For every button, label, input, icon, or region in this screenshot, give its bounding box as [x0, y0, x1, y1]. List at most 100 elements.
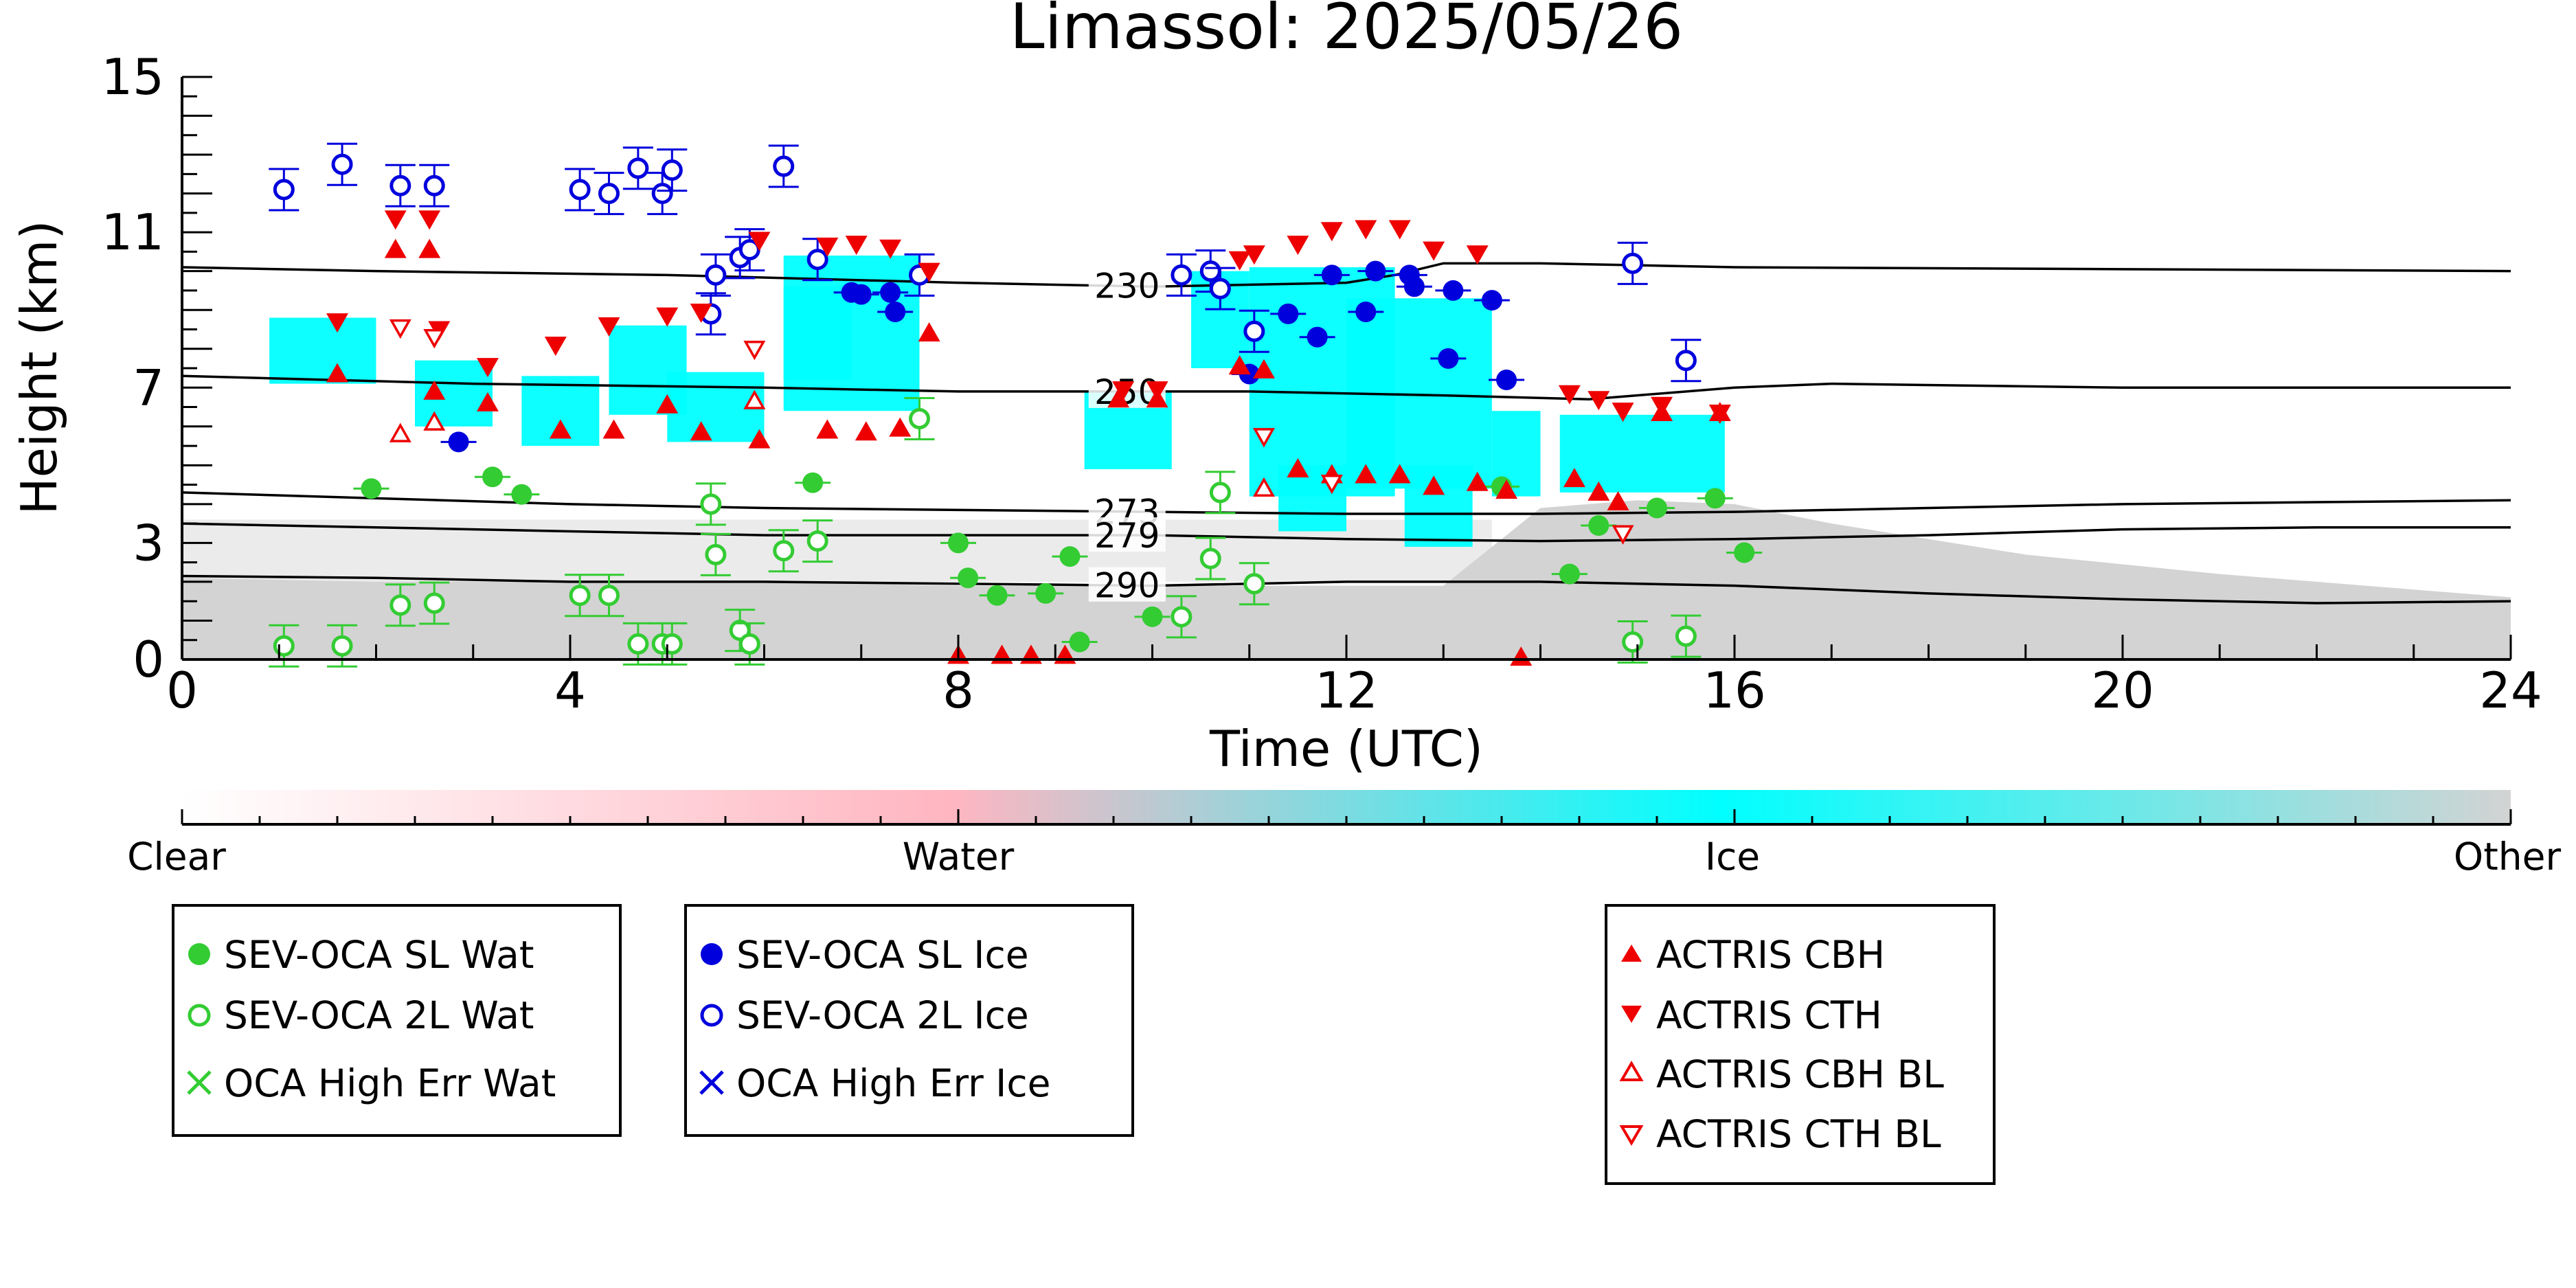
point-actris-cth [816, 237, 839, 257]
point-sev-oca-sl-wat [1559, 563, 1580, 585]
point-actris-cbh [889, 417, 912, 437]
point-sev-oca-sl-ice [885, 302, 906, 323]
other-region [182, 500, 2511, 659]
point-actris-cth [1588, 391, 1610, 411]
point-sev-oca-sl-wat [948, 532, 969, 554]
point-sev-oca-2l-ice [331, 153, 353, 175]
point-actris-cbh [418, 238, 441, 258]
point-sev-oca-2l-wat [273, 635, 295, 657]
point-sev-oca-sl-ice [1496, 369, 1517, 390]
point-actris-cth [1287, 236, 1309, 256]
point-actris-cth [1651, 396, 1673, 416]
point-actris-cbh [1355, 464, 1377, 484]
colorbar: Clear Water Ice Other [127, 790, 2561, 879]
point-sev-oca-2l-wat [661, 633, 683, 655]
point-sev-oca-2l-ice [806, 249, 828, 271]
point-sev-oca-2l-wat [569, 585, 591, 607]
point-sev-oca-sl-wat [1142, 606, 1163, 627]
y-tick-label: 0 [133, 631, 164, 688]
contour-line [181, 374, 2511, 400]
point-actris-cbh [1423, 475, 1445, 495]
series-actris-cth-bl [389, 319, 1634, 545]
point-sev-oca-2l-wat [423, 592, 445, 614]
ice-region [415, 360, 493, 427]
legend-marker-sl-ice [701, 943, 723, 965]
point-actris-cth-bl [1612, 525, 1634, 545]
point-sev-oca-sl-ice [448, 431, 469, 453]
point-actris-cbh [384, 238, 407, 258]
series-sev-oca-sl-ice [440, 260, 1525, 453]
point-sev-oca-sl-wat [1059, 546, 1081, 567]
x-tick-label: 24 [2479, 662, 2542, 719]
point-sev-oca-2l-wat [389, 594, 411, 616]
plot-axes: 0 4 8 12 16 20 24 0 3 7 11 15 [101, 48, 2542, 719]
point-actris-cth [1320, 222, 1343, 242]
point-actris-cth [1423, 241, 1445, 261]
point-actris-cbh-bl [389, 422, 411, 442]
point-actris-cth [476, 358, 499, 378]
point-sev-oca-2l-ice [1171, 264, 1193, 286]
point-actris-cth-bl [423, 329, 446, 349]
legend-label-higherr-wat: OCA High Err Wat [224, 1061, 556, 1105]
legend-label-cbh-bl: ACTRIS CBH BL [1656, 1052, 1944, 1096]
point-actris-cbh [1495, 479, 1518, 499]
point-sev-oca-sl-wat [1647, 497, 1667, 519]
contour-label: 290 [1094, 566, 1160, 606]
point-sev-oca-2l-wat [909, 407, 930, 429]
point-sev-oca-2l-wat [1171, 606, 1193, 628]
y-tick-label: 11 [101, 203, 164, 261]
point-actris-cbh [1466, 471, 1489, 491]
legend-marker-cth-bl [1619, 1125, 1644, 1146]
x-tick-label: 4 [554, 662, 586, 719]
point-actris-cth-bl [743, 340, 766, 361]
point-sev-oca-2l-ice [423, 174, 445, 196]
point-sev-oca-sl-ice [1403, 276, 1425, 297]
legend-label-cth: ACTRIS CTH [1656, 993, 1882, 1037]
x-tick-label: 8 [942, 662, 974, 719]
point-actris-cth [690, 304, 712, 324]
point-actris-cth [1388, 220, 1411, 240]
legend-marker-higherr-ice [699, 1070, 724, 1095]
point-actris-cbh [816, 419, 839, 439]
point-sev-oca-sl-wat [1734, 542, 1755, 563]
point-actris-cbh-bl [423, 411, 446, 431]
point-actris-cth [326, 313, 348, 333]
legend-box [172, 904, 622, 1137]
point-sev-oca-2l-ice [651, 183, 673, 205]
legend-ice: SEV-OCA SL Ice SEV-OCA 2L Ice OCA High E… [684, 904, 1134, 1137]
contour-label: 230 [1094, 267, 1160, 306]
point-actris-cth [656, 307, 679, 327]
point-sev-oca-2l-wat [1675, 625, 1697, 647]
point-sev-oca-2l-wat [598, 585, 620, 607]
other-region-sparse [182, 519, 1492, 582]
point-sev-oca-2l-ice [1243, 320, 1265, 342]
point-actris-cth [1558, 385, 1581, 405]
point-sev-oca-sl-wat [482, 466, 503, 488]
point-actris-cbh [476, 392, 499, 411]
contour-line [181, 491, 2511, 515]
legend-label-sl-ice: SEV-OCA SL Ice [736, 933, 1029, 977]
legend-marker-cth [1621, 1006, 1642, 1023]
legend-marker-cbh-bl [1619, 1061, 1644, 1081]
point-actris-cbh-bl [1252, 477, 1275, 497]
legend-label-higherr-ice: OCA High Err Ice [736, 1061, 1050, 1105]
y-tick-label: 15 [101, 48, 164, 106]
point-sev-oca-sl-ice [1355, 302, 1377, 323]
point-actris-cbh [855, 421, 877, 441]
point-actris-cbh [326, 363, 348, 383]
point-actris-cbh-bl [743, 389, 766, 409]
point-actris-cth [1146, 381, 1168, 401]
cloud-classification-background [182, 256, 2511, 659]
point-sev-oca-2l-wat [700, 493, 722, 515]
legend-label-sl-wat: SEV-OCA SL Wat [224, 933, 534, 977]
point-actris-cth [384, 210, 407, 230]
point-sev-oca-sl-ice [1438, 348, 1459, 369]
legend-marker-sl-wat [188, 943, 210, 965]
legend-label-cbh: ACTRIS CBH [1656, 933, 1885, 977]
point-sev-oca-2l-wat [738, 633, 760, 655]
point-sev-oca-2l-ice [661, 159, 683, 181]
point-sev-oca-2l-ice [273, 179, 295, 201]
point-sev-oca-2l-ice [1622, 252, 1644, 274]
point-actris-cbh [748, 429, 771, 449]
